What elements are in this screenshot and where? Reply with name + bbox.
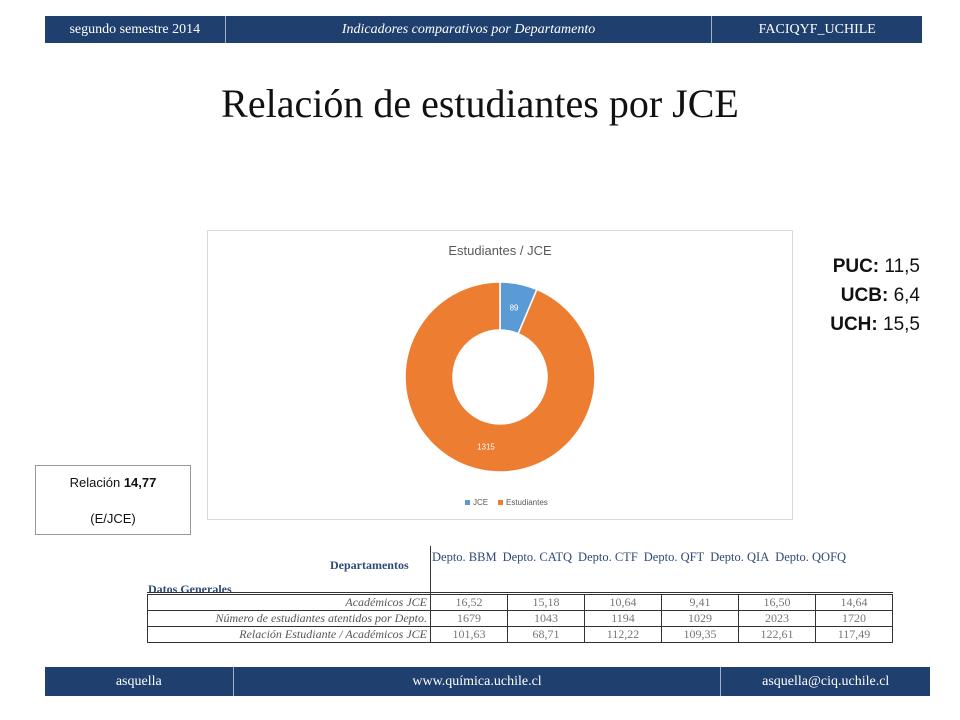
dept-header: Depto. QOFQ [775,550,847,564]
header-bar: segundo semestre 2014 Indicadores compar… [45,16,922,43]
stat-value: 6,4 [893,285,920,306]
table-cell: 16,50 [738,592,816,611]
table-cell: 9,41 [661,592,739,611]
table-row: Relación Estudiante / Académicos JCE 101… [147,626,893,643]
header-semester: segundo semestre 2014 [45,16,226,43]
donut-chart: Estudiantes / JCE 89 1315 JCE Estudiantes [207,230,793,520]
datos-generales-header: Datos Generales [148,582,232,596]
stat-ucb: UCB: 6,4 [780,281,920,310]
dept-header: Depto. CATQ [502,550,573,564]
table-cell: 101,63 [430,626,508,643]
ratio-note: (E/JCE) [90,511,136,526]
legend-label: Estudiantes [506,498,548,507]
chart-title: Estudiantes / JCE [448,243,552,258]
table-cell: 15,18 [507,592,585,611]
table-cell: 117,49 [815,626,893,643]
slide-title: Relación de estudiantes por JCE [221,81,739,126]
legend-swatch [465,500,470,505]
table-cell: 68,71 [507,626,585,643]
stat-value: 11,5 [884,256,920,277]
stat-label: UCB: [840,285,889,306]
table-cell: 1679 [430,610,508,627]
slice-data-label: 89 [510,303,519,312]
footer-author: asquella [45,667,234,696]
table-row: Número de estudiantes atentidos por Dept… [147,610,893,627]
row-label: Académicos JCE [147,592,431,611]
dept-header: Depto. BBM [432,550,497,564]
ratio-value: 14,77 [123,475,157,490]
table-cell: 1029 [661,610,739,627]
legend-swatch [498,500,503,505]
stat-value: 15,5 [883,314,920,335]
row-label: Relación Estudiante / Académicos JCE [147,626,431,643]
stat-label: UCH: [830,314,878,335]
column-divider [430,546,431,596]
table-cell: 112,22 [584,626,662,643]
header-org: FACIQYF_UCHILE [758,21,876,37]
dept-header: Depto. QIA [710,550,770,564]
legend-label: JCE [473,498,488,507]
comparative-stats: PUC: 11,5 UCB: 6,4 UCH: 15,5 [780,252,920,339]
dept-header: Depto. QFT [643,550,705,564]
row-label: Número de estudiantes atentidos por Dept… [147,610,431,627]
footer-bar: asquella www.química.uchile.cl asquella@… [45,667,930,696]
dept-header: Depto. CTF [578,550,638,564]
data-table: Académicos JCE 16,52 15,18 10,64 9,41 16… [147,592,893,643]
department-table-area: Departamentos Datos Generales Depto. BBM… [0,540,960,660]
donut-slice-estudiantes [404,281,596,473]
ratio-box: Relación 14,77 (E/JCE) [35,465,191,535]
table-cell: 109,35 [661,626,739,643]
stat-puc: PUC: 11,5 [780,252,920,281]
slice-data-label: 1315 [477,443,495,452]
stat-label: PUC: [832,256,880,277]
table-cell: 16,52 [430,592,508,611]
table-cell: 14,64 [815,592,893,611]
table-cell: 1043 [507,610,585,627]
department-headers: Depto. BBM Depto. CATQ Depto. CTF Depto.… [432,550,852,565]
table-cell: 1194 [584,610,662,627]
ratio-prefix: Relación [69,475,121,490]
table-row: Académicos JCE 16,52 15,18 10,64 9,41 16… [147,592,893,611]
chart-svg: Estudiantes / JCE 89 1315 JCE Estudiantes [404,243,596,507]
footer-website: www.química.uchile.cl [234,667,722,696]
ratio-line: Relación 14,77 [36,475,190,490]
table-cell: 1720 [815,610,893,627]
header-subtitle: Indicadores comparativos por Departament… [226,16,713,43]
departamentos-header: Departamentos [330,558,409,572]
footer-email: asquella@ciq.uchile.cl [762,673,890,689]
stat-uch: UCH: 15,5 [780,310,920,339]
table-cell: 10,64 [584,592,662,611]
table-cell: 122,61 [738,626,816,643]
table-cell: 2023 [738,610,816,627]
